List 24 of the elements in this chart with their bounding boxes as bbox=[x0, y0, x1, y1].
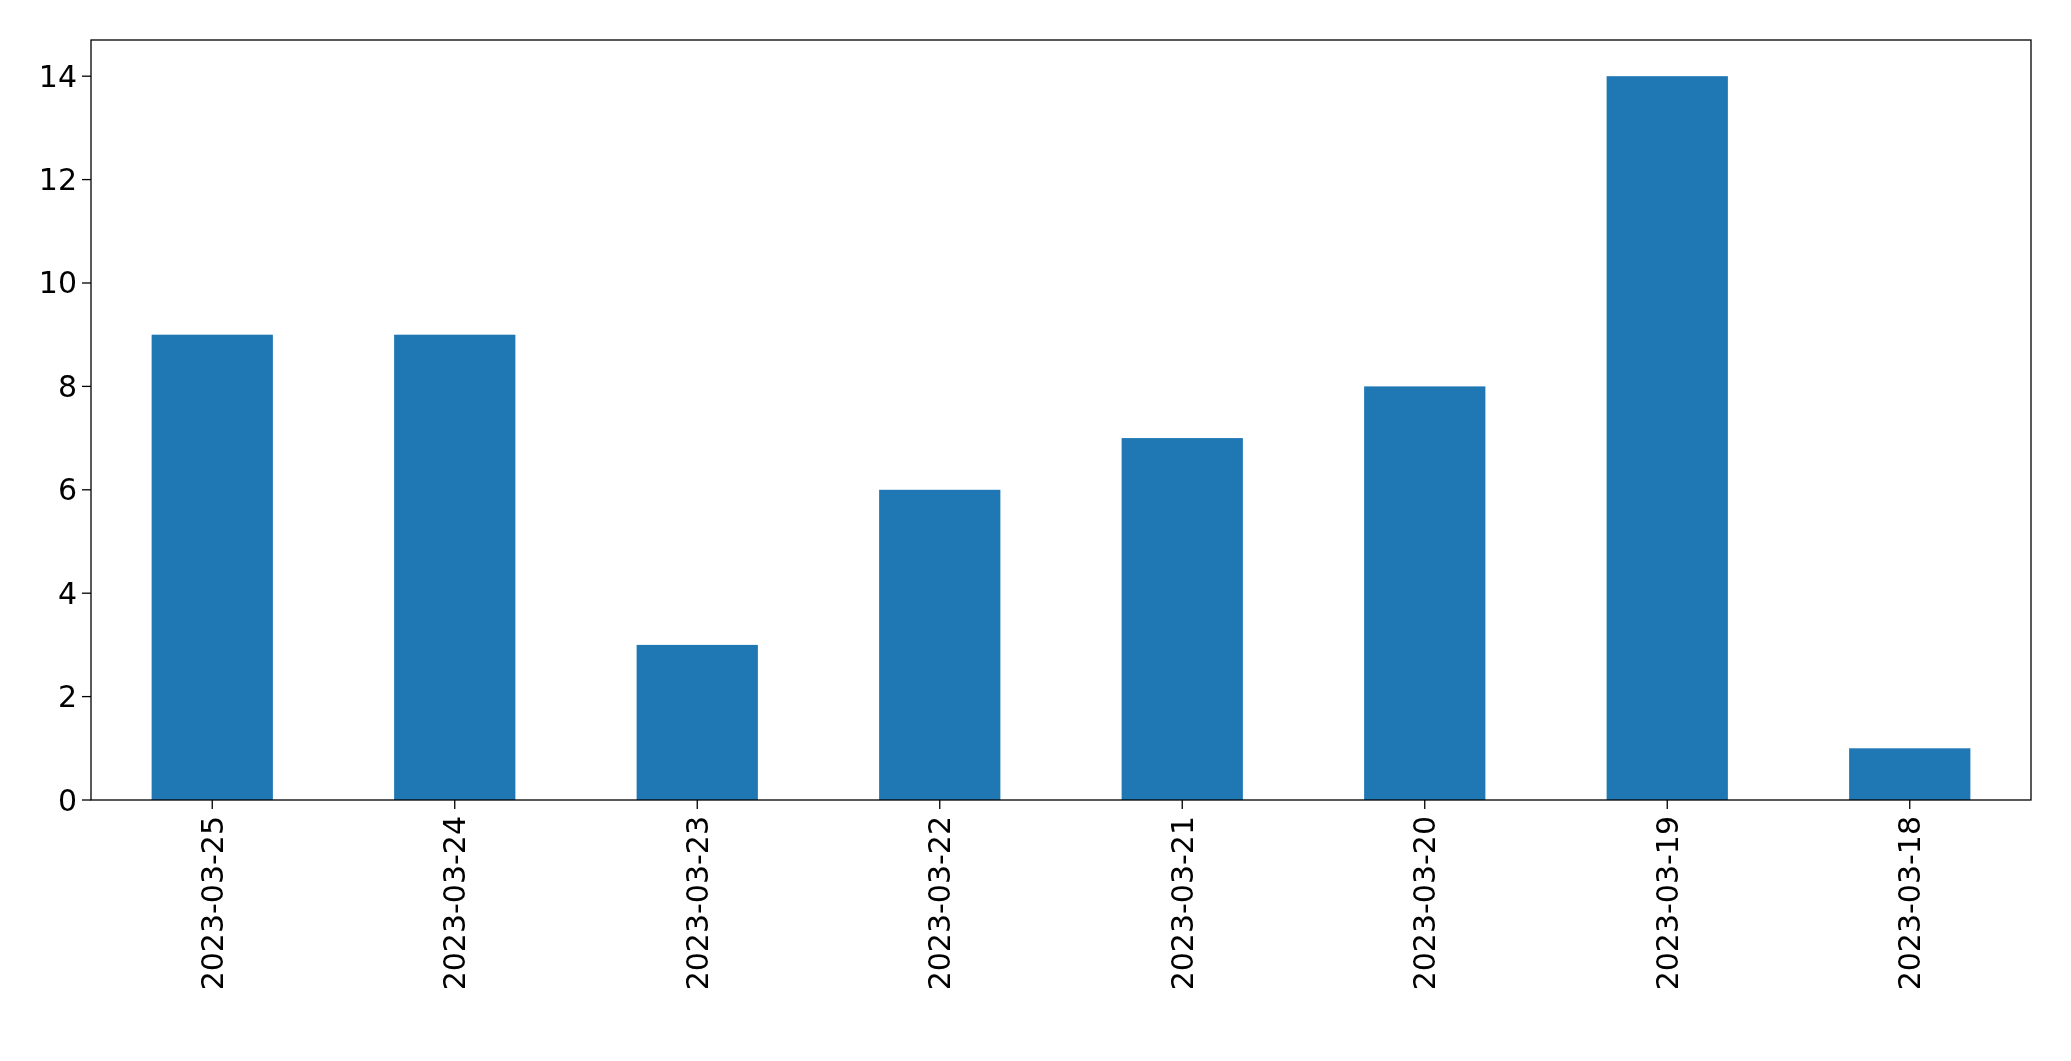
x-tick-label: 2023-03-23 bbox=[679, 816, 715, 991]
x-tick-label: 2023-03-21 bbox=[1164, 816, 1200, 991]
x-tick-label: 2023-03-20 bbox=[1407, 816, 1443, 991]
y-tick-label: 14 bbox=[38, 58, 77, 94]
bar bbox=[636, 644, 758, 800]
y-tick-label: 8 bbox=[57, 368, 77, 404]
x-tick-label: 2023-03-25 bbox=[194, 816, 230, 991]
bar bbox=[394, 334, 516, 800]
bar bbox=[151, 334, 273, 800]
bar bbox=[1364, 386, 1486, 800]
y-tick-label: 10 bbox=[38, 265, 77, 301]
y-tick-label: 4 bbox=[57, 575, 77, 611]
y-tick-label: 0 bbox=[57, 782, 77, 818]
x-tick-label: 2023-03-19 bbox=[1649, 816, 1685, 991]
bar bbox=[1121, 438, 1243, 800]
y-tick-label: 2 bbox=[57, 679, 77, 715]
y-tick-label: 6 bbox=[57, 472, 77, 508]
y-tick-label: 12 bbox=[38, 162, 77, 198]
bar bbox=[1849, 748, 1971, 800]
x-tick-label: 2023-03-18 bbox=[1892, 816, 1928, 991]
x-tick-label: 2023-03-22 bbox=[922, 816, 958, 991]
bar bbox=[879, 489, 1001, 800]
bar bbox=[1606, 76, 1728, 800]
x-tick-label: 2023-03-24 bbox=[437, 816, 473, 991]
